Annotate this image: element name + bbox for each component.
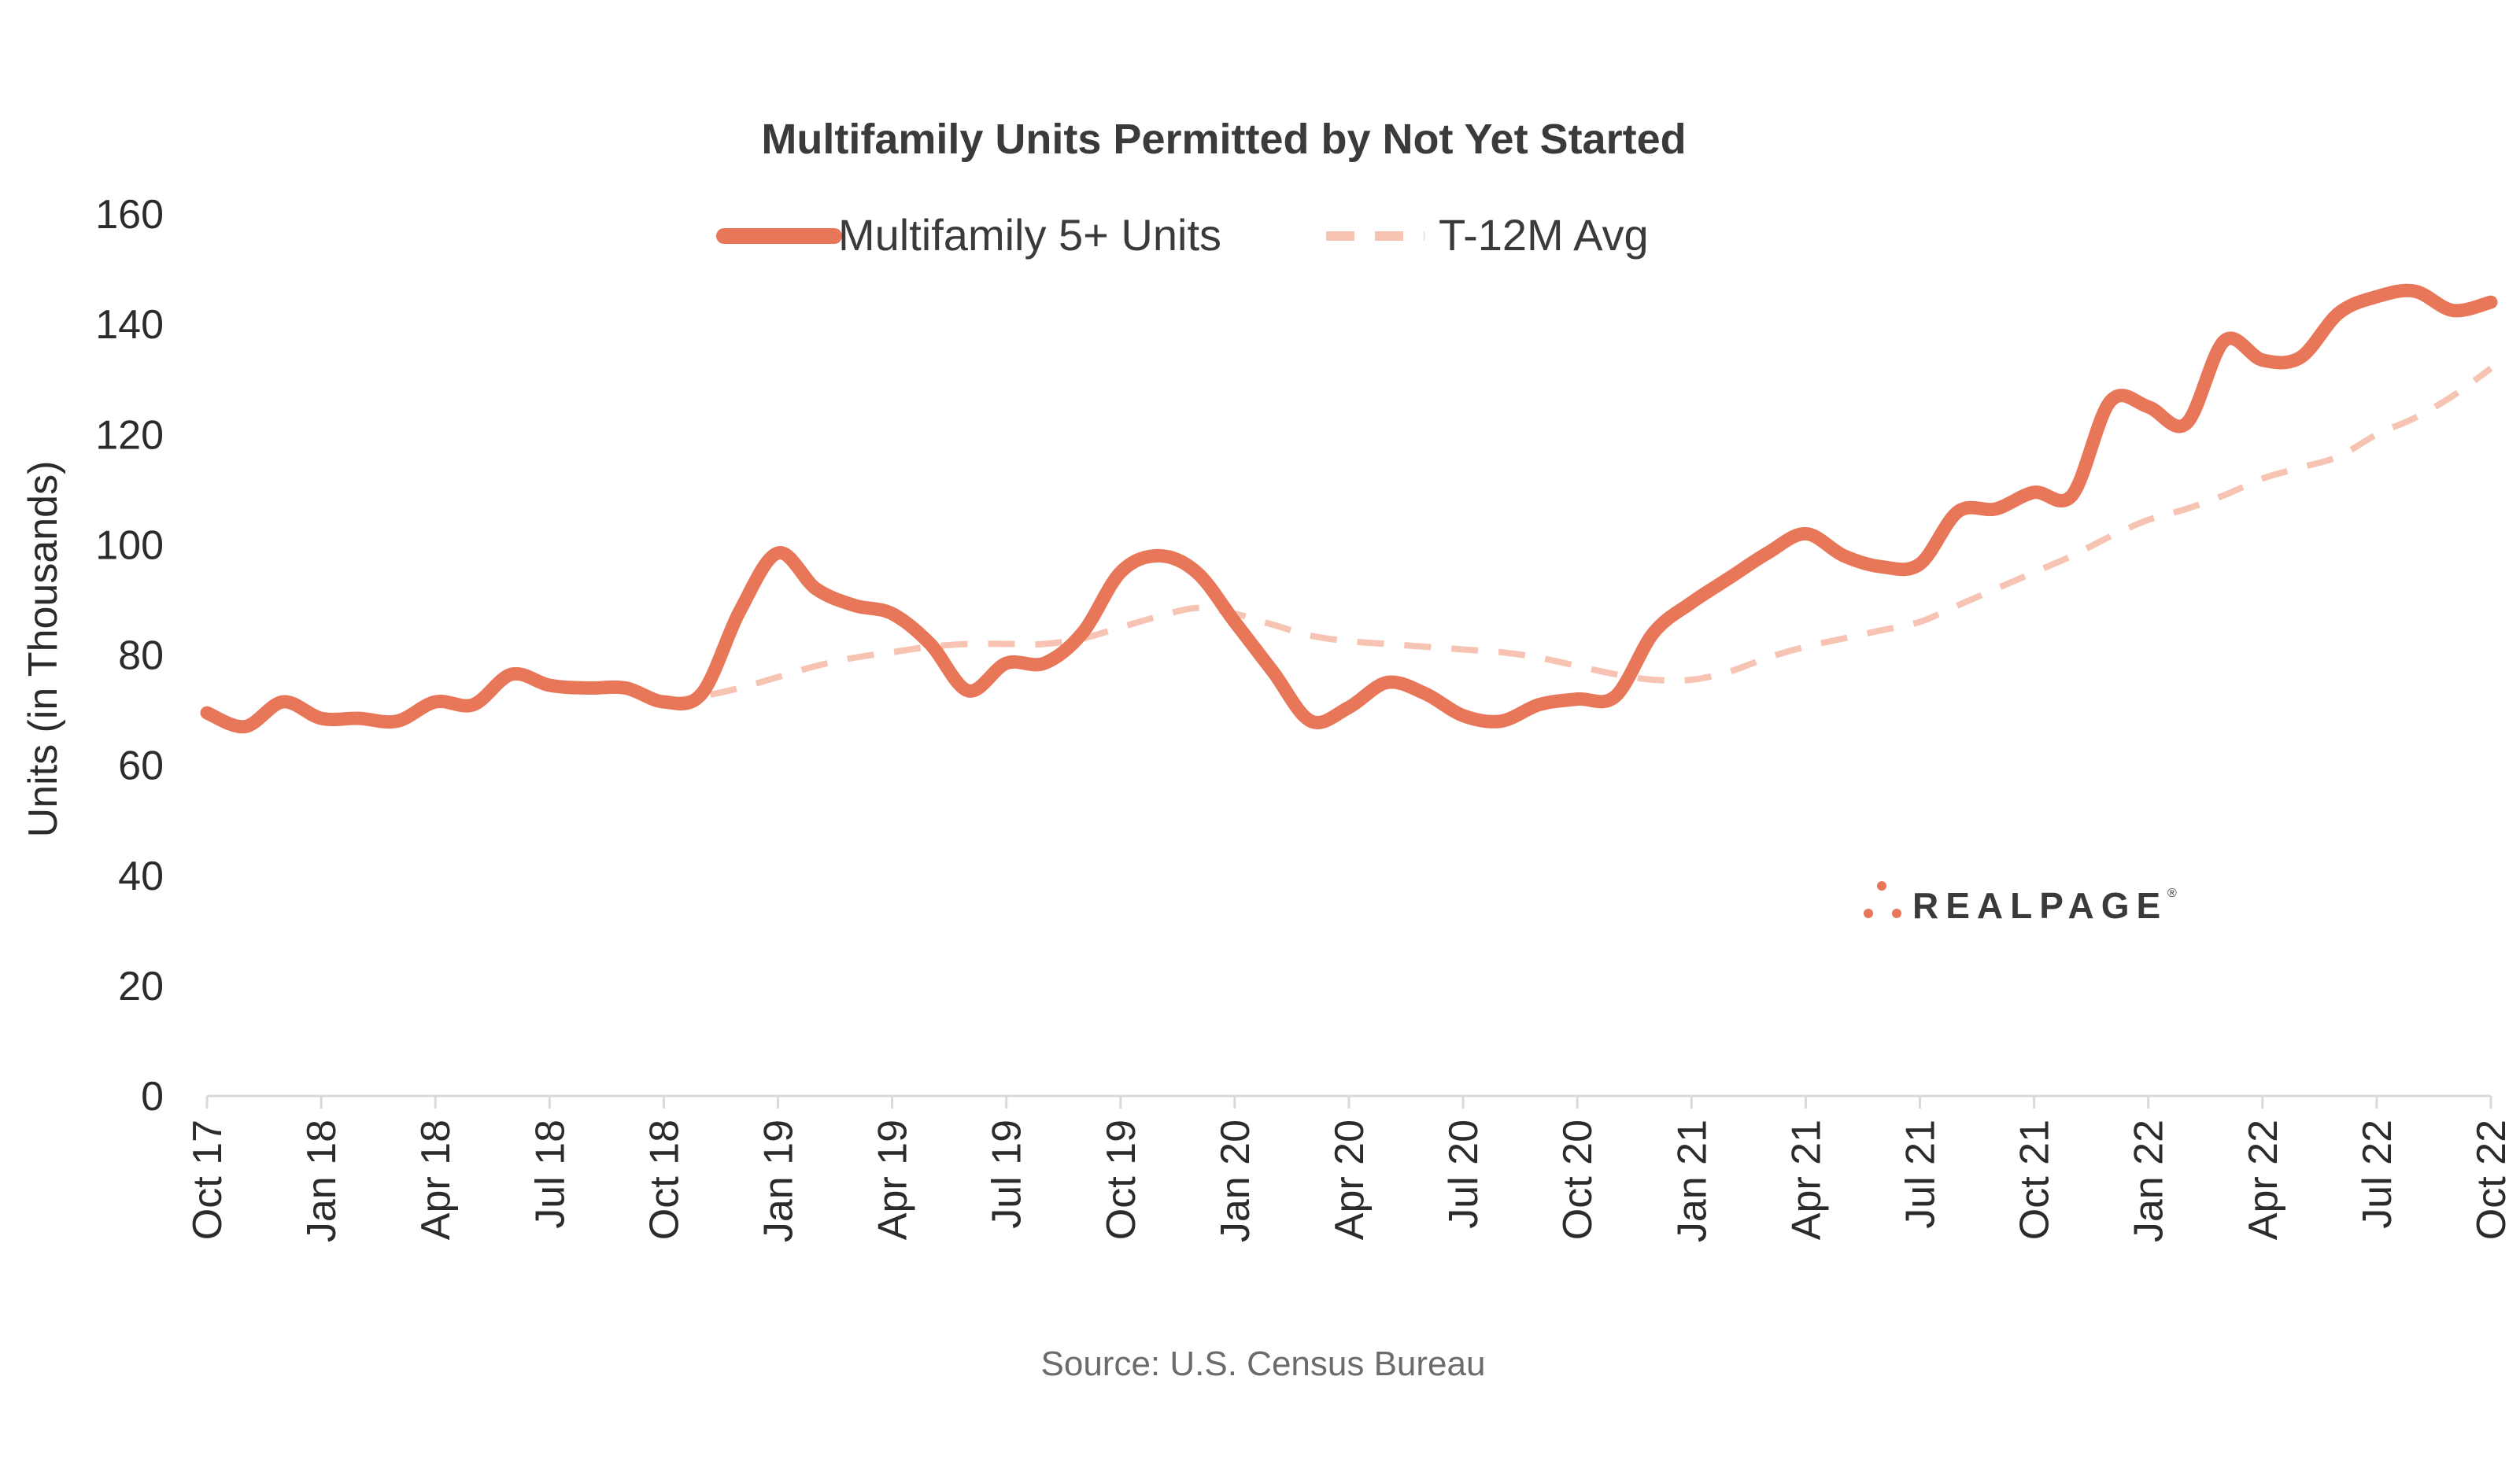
- x-tick-label: Oct 17: [185, 1120, 231, 1240]
- logo-registered-mark: ®: [2167, 887, 2177, 900]
- logo-dot-icon: [1864, 909, 1873, 918]
- x-tick-label: Jul 20: [1441, 1120, 1487, 1229]
- logo-wordmark: REALPAGE: [1912, 885, 2167, 926]
- x-tick-label: Jan 20: [1213, 1120, 1258, 1242]
- x-tick-label: Apr 19: [870, 1120, 916, 1240]
- source-note: Source: U.S. Census Bureau: [1041, 1345, 1486, 1383]
- x-tick-label: Apr 20: [1327, 1120, 1373, 1240]
- legend-label-multifamily: Multifamily 5+ Units: [838, 210, 1221, 260]
- x-tick-label: Jul 19: [985, 1120, 1030, 1229]
- x-tick-label: Apr 22: [2241, 1120, 2286, 1240]
- legend: Multifamily 5+ Units T-12M Avg: [716, 210, 1649, 260]
- x-tick-label: Oct 21: [2012, 1120, 2058, 1240]
- y-tick-label: 20: [118, 964, 164, 1009]
- x-tick-label: Apr 18: [413, 1120, 459, 1240]
- x-axis: Oct 17 Jan 18 Apr 18 Jul 18 Oct 18 Jan 19 Apr …: [185, 1094, 2514, 1242]
- x-tick-label: Jul 22: [2355, 1120, 2400, 1229]
- chart-title: Multifamily Units Permitted by Not Yet S…: [761, 116, 1686, 163]
- x-tick-label: Jan 21: [1669, 1120, 1715, 1242]
- x-tick-label: Oct 20: [1555, 1120, 1601, 1240]
- x-tick-label: Jan 22: [2126, 1120, 2172, 1242]
- logo-dot-icon: [1892, 909, 1901, 918]
- series-line-t12m-avg: [663, 365, 2493, 706]
- legend-label-t12m: T-12M Avg: [1439, 210, 1649, 260]
- y-tick-label: 0: [141, 1074, 164, 1120]
- plot-area: [200, 283, 2498, 734]
- x-tick-label: Oct 22: [2469, 1120, 2514, 1240]
- y-axis-label: Units (in Thousands): [20, 461, 66, 838]
- y-tick-label: 60: [118, 743, 164, 789]
- y-axis: 0 20 40 60 80 100 120 140 160: [95, 192, 164, 1120]
- series-line-multifamily: [200, 283, 2498, 734]
- y-tick-label: 160: [95, 192, 164, 238]
- logo-dot-icon: [1877, 881, 1886, 891]
- x-tick-label: Jan 18: [299, 1120, 345, 1242]
- y-tick-label: 140: [95, 302, 164, 348]
- x-tick-label: Oct 19: [1099, 1120, 1144, 1240]
- x-tick-label: Jul 18: [527, 1120, 573, 1229]
- realpage-logo: REALPAGE ®: [1864, 881, 2177, 926]
- y-tick-label: 80: [118, 633, 164, 679]
- y-tick-label: 40: [118, 854, 164, 899]
- y-tick-label: 120: [95, 412, 164, 458]
- x-tick-label: Jul 21: [1898, 1120, 1944, 1229]
- x-tick-label: Apr 21: [1783, 1120, 1829, 1240]
- y-tick-label: 100: [95, 522, 164, 568]
- x-tick-label: Oct 18: [641, 1120, 687, 1240]
- x-tick-label: Jan 19: [756, 1120, 802, 1242]
